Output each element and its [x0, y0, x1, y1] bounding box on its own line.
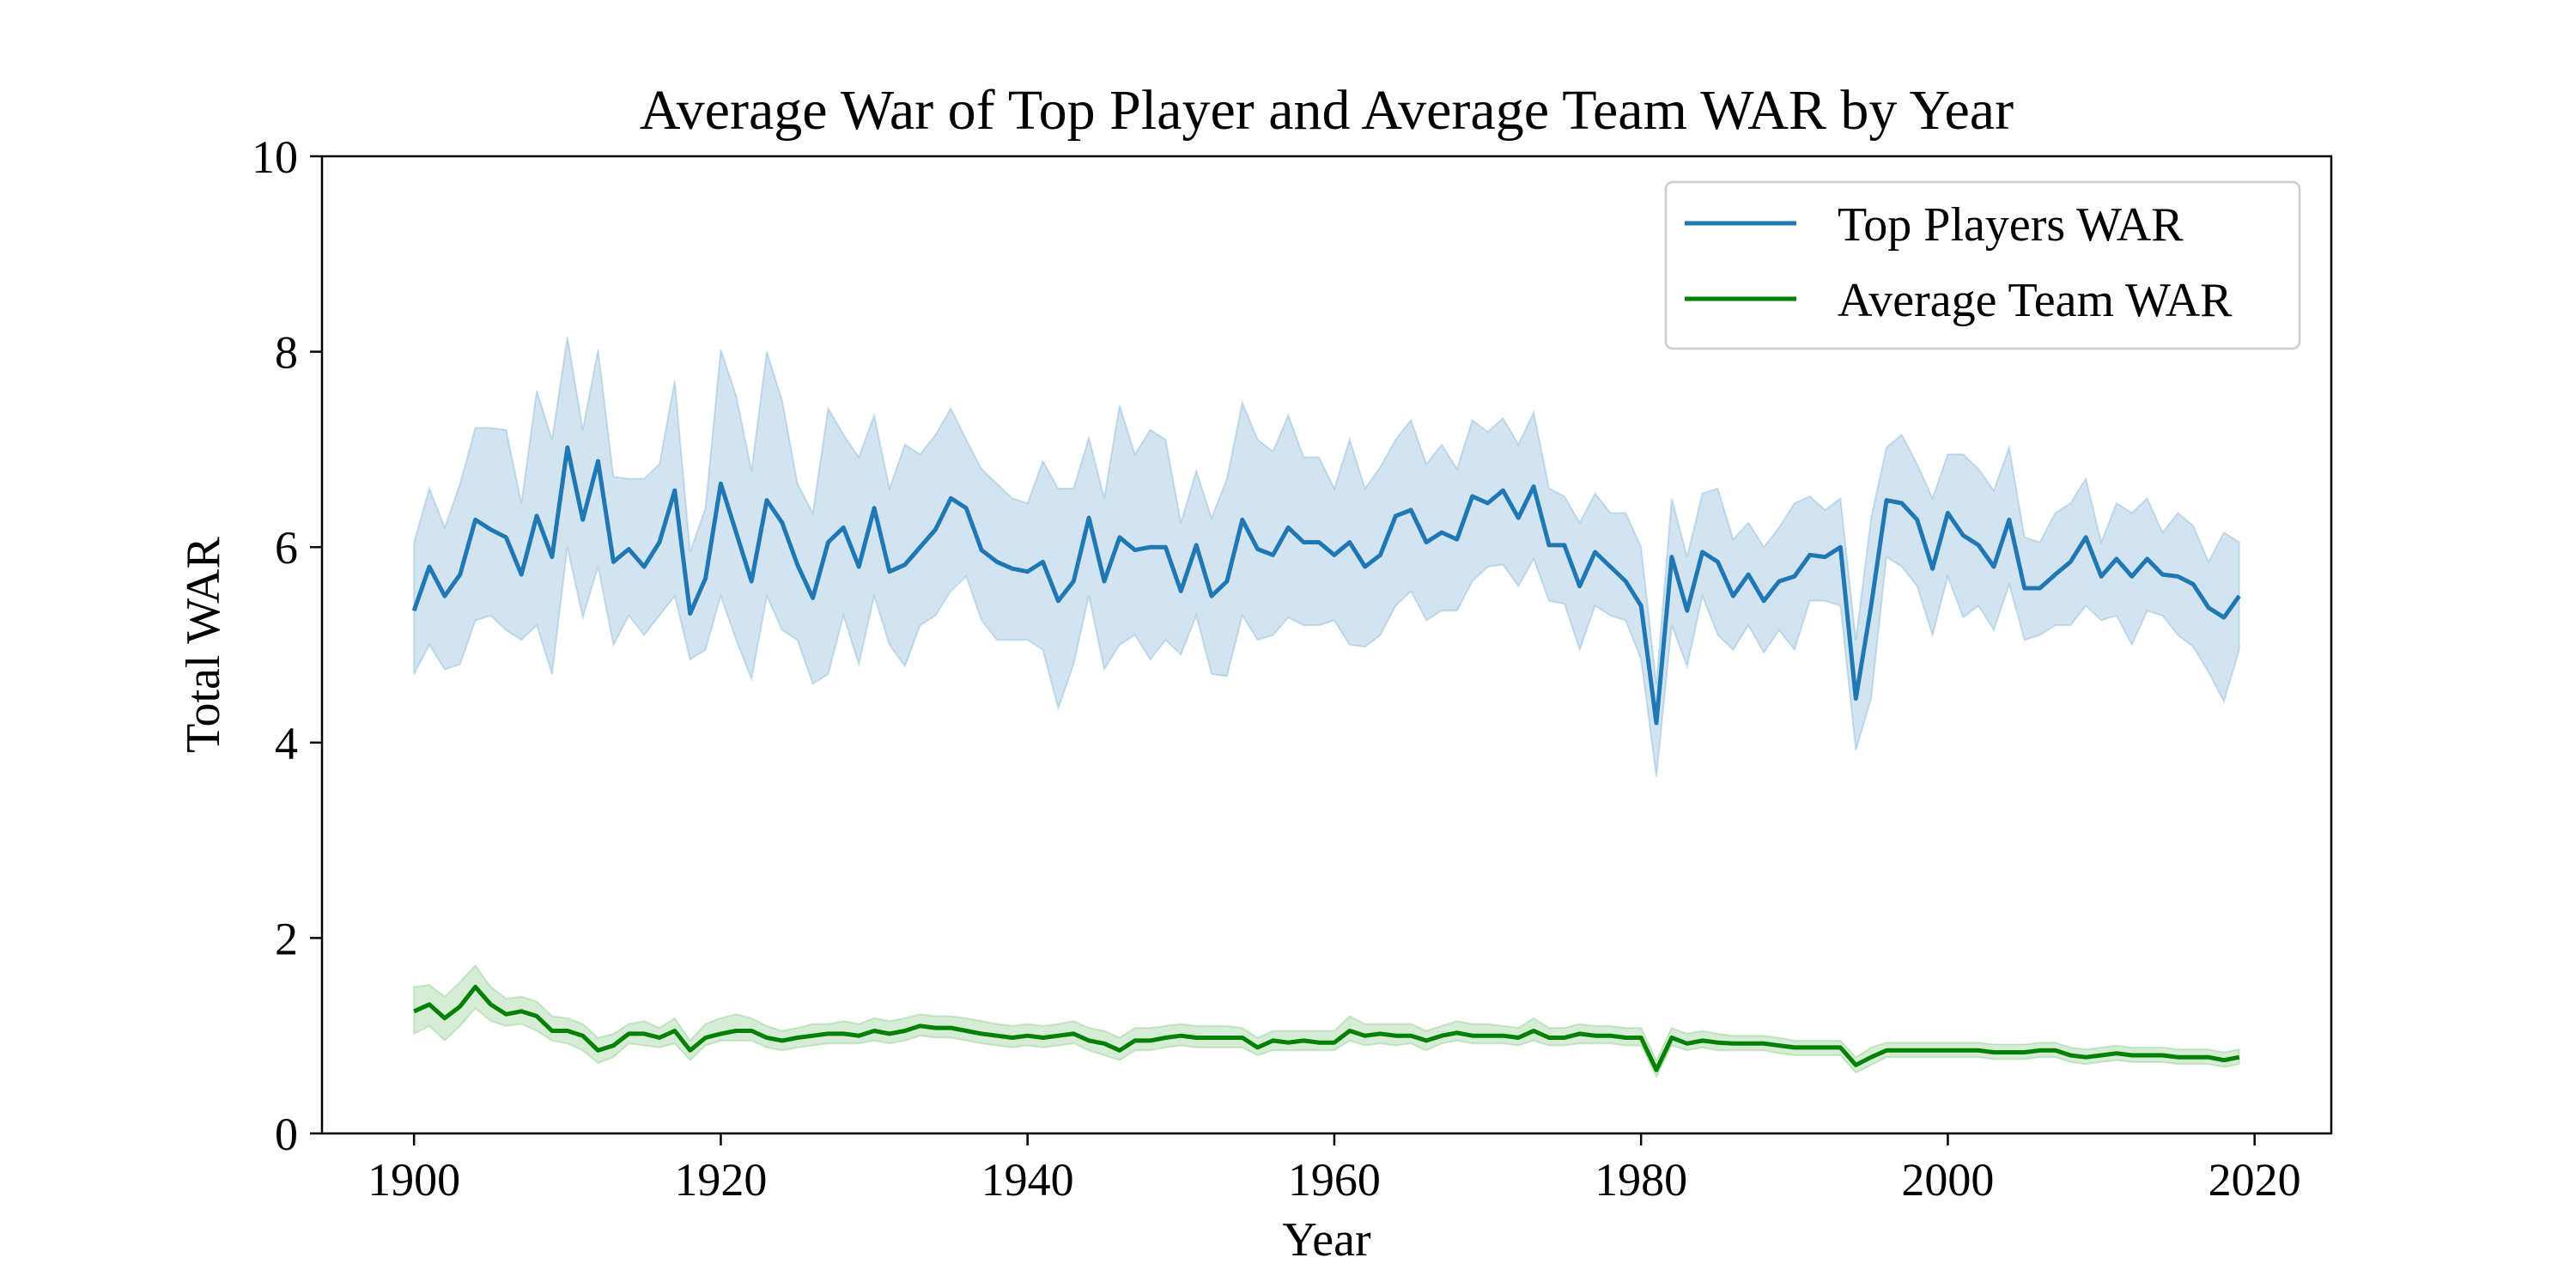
- chart-title: Average War of Top Player and Average Te…: [640, 79, 2014, 142]
- x-tick-label: 2020: [2208, 1154, 2301, 1206]
- x-tick-label: 1960: [1288, 1154, 1381, 1206]
- band-average-team-war: [413, 963, 2240, 1079]
- plot-frame: [320, 155, 2333, 1135]
- x-tick-label: 1940: [981, 1154, 1074, 1206]
- band-top-players-war: [413, 337, 2240, 777]
- legend-box: [1664, 180, 2301, 350]
- y-tick-label: 4: [275, 718, 298, 769]
- x-tick-label: 1980: [1595, 1154, 1687, 1206]
- y-tick-label: 2: [275, 913, 298, 964]
- y-axis-label: Total WAR: [177, 537, 230, 753]
- x-tick-label: 1900: [368, 1154, 460, 1206]
- y-tick-label: 6: [275, 522, 298, 574]
- x-axis: 1900 1920 1940 1960 1980 2000 2020: [368, 1133, 2301, 1206]
- x-axis-label: Year: [1282, 1213, 1371, 1267]
- y-axis: 0 2 4 6 8 10: [252, 131, 322, 1160]
- x-tick-label: 2000: [1901, 1154, 1994, 1206]
- y-tick-label: 10: [252, 131, 298, 183]
- legend-label-top-players: Top Players WAR: [1838, 198, 2184, 252]
- line-top-players-war: [411, 445, 2241, 726]
- legend: Top Players WAR Average Team WAR: [1664, 180, 2301, 350]
- line-average-team-war: [413, 984, 2240, 1072]
- series-lines: [411, 445, 2241, 1072]
- confidence-bands: [413, 337, 2240, 1079]
- y-tick-label: 0: [275, 1109, 298, 1160]
- legend-label-average-team: Average Team WAR: [1838, 274, 2233, 327]
- y-tick-label: 8: [275, 327, 298, 379]
- x-tick-label: 1920: [674, 1154, 767, 1206]
